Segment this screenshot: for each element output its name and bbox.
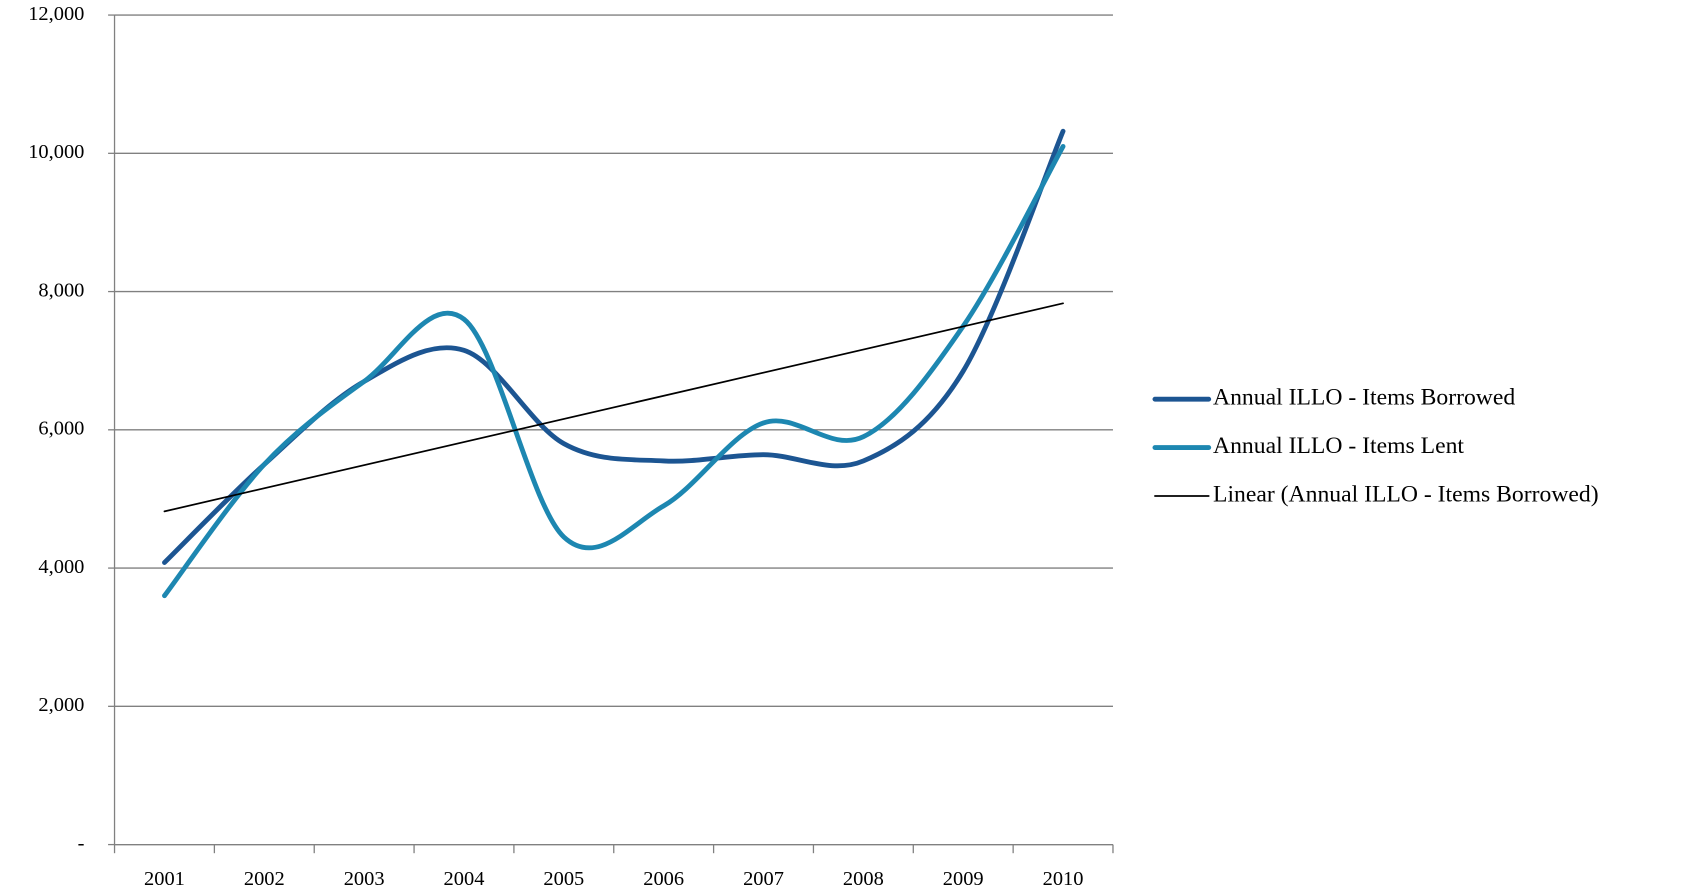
legend-label: Linear (Annual ILLO - Items Borrowed) xyxy=(1213,481,1599,507)
x-tick-label: 2007 xyxy=(743,868,784,890)
x-tick-label: 2010 xyxy=(1043,868,1084,890)
trend-line xyxy=(163,302,1064,513)
legend-label: Annual ILLO - Items Lent xyxy=(1213,433,1464,459)
x-tick-label: 2008 xyxy=(843,868,884,890)
y-tick-label: 2,000 xyxy=(38,694,84,716)
y-tick-label: - xyxy=(78,832,85,854)
y-tick-label: 8,000 xyxy=(38,279,84,301)
legend-label: Annual ILLO - Items Borrowed xyxy=(1213,385,1515,411)
y-tick-label: 12,000 xyxy=(28,3,84,25)
x-tick-label: 2005 xyxy=(543,868,584,890)
y-tick-label: 6,000 xyxy=(38,418,84,440)
y-tick-label: 10,000 xyxy=(28,141,84,163)
x-tick-label: 2002 xyxy=(244,868,285,890)
x-tick-label: 2003 xyxy=(344,868,385,890)
x-tick-label: 2001 xyxy=(144,868,185,890)
x-tick-label: 2009 xyxy=(943,868,984,890)
series-line xyxy=(162,143,1066,599)
x-tick-label: 2004 xyxy=(444,868,485,890)
x-tick-label: 2006 xyxy=(643,868,684,890)
series-line xyxy=(162,128,1066,565)
y-tick-label: 4,000 xyxy=(38,556,84,578)
